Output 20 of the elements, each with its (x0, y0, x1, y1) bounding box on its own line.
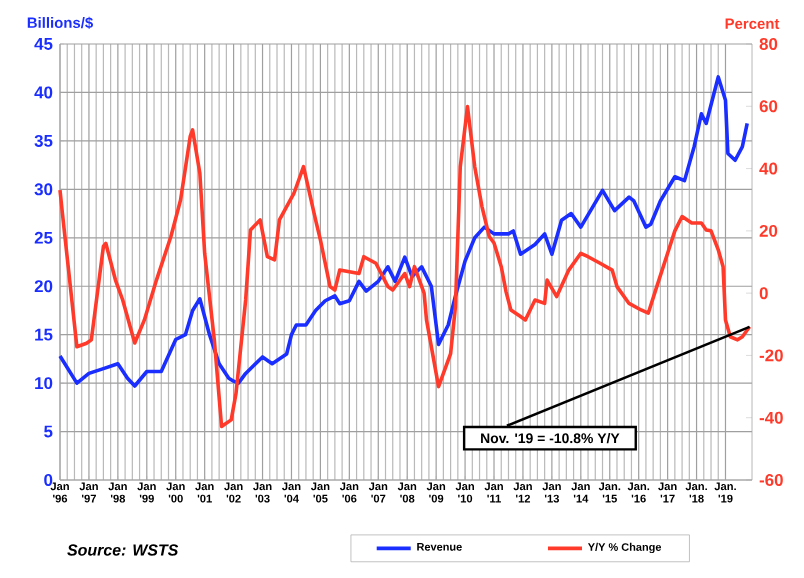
y-tick-label: 25 (34, 231, 53, 244)
y-tick-label: 35 (34, 134, 53, 147)
y-tick-label: 45 (34, 38, 53, 50)
y2-tick-label: 80 (759, 38, 778, 50)
y-tick-label: 5 (44, 425, 53, 438)
y-tick-label: 30 (34, 183, 53, 196)
line-series (58, 104, 752, 429)
y-tick-label: 40 (34, 86, 53, 99)
y2-tick-label: 20 (759, 224, 778, 237)
y2-tick-label: -60 (759, 474, 783, 486)
line-series (58, 75, 749, 388)
y2-tick-label: 40 (759, 162, 778, 175)
y2-tick-label: 0 (759, 287, 768, 300)
y2-tick-label: -40 (759, 411, 783, 424)
y2-tick-label: 60 (759, 100, 778, 113)
y-tick-label: 10 (35, 377, 53, 390)
y-tick-label: 0 (44, 474, 53, 486)
y-tick-label: 20 (34, 280, 53, 293)
y2-tick-label: -20 (759, 349, 783, 362)
y-tick-label: 15 (35, 328, 53, 341)
